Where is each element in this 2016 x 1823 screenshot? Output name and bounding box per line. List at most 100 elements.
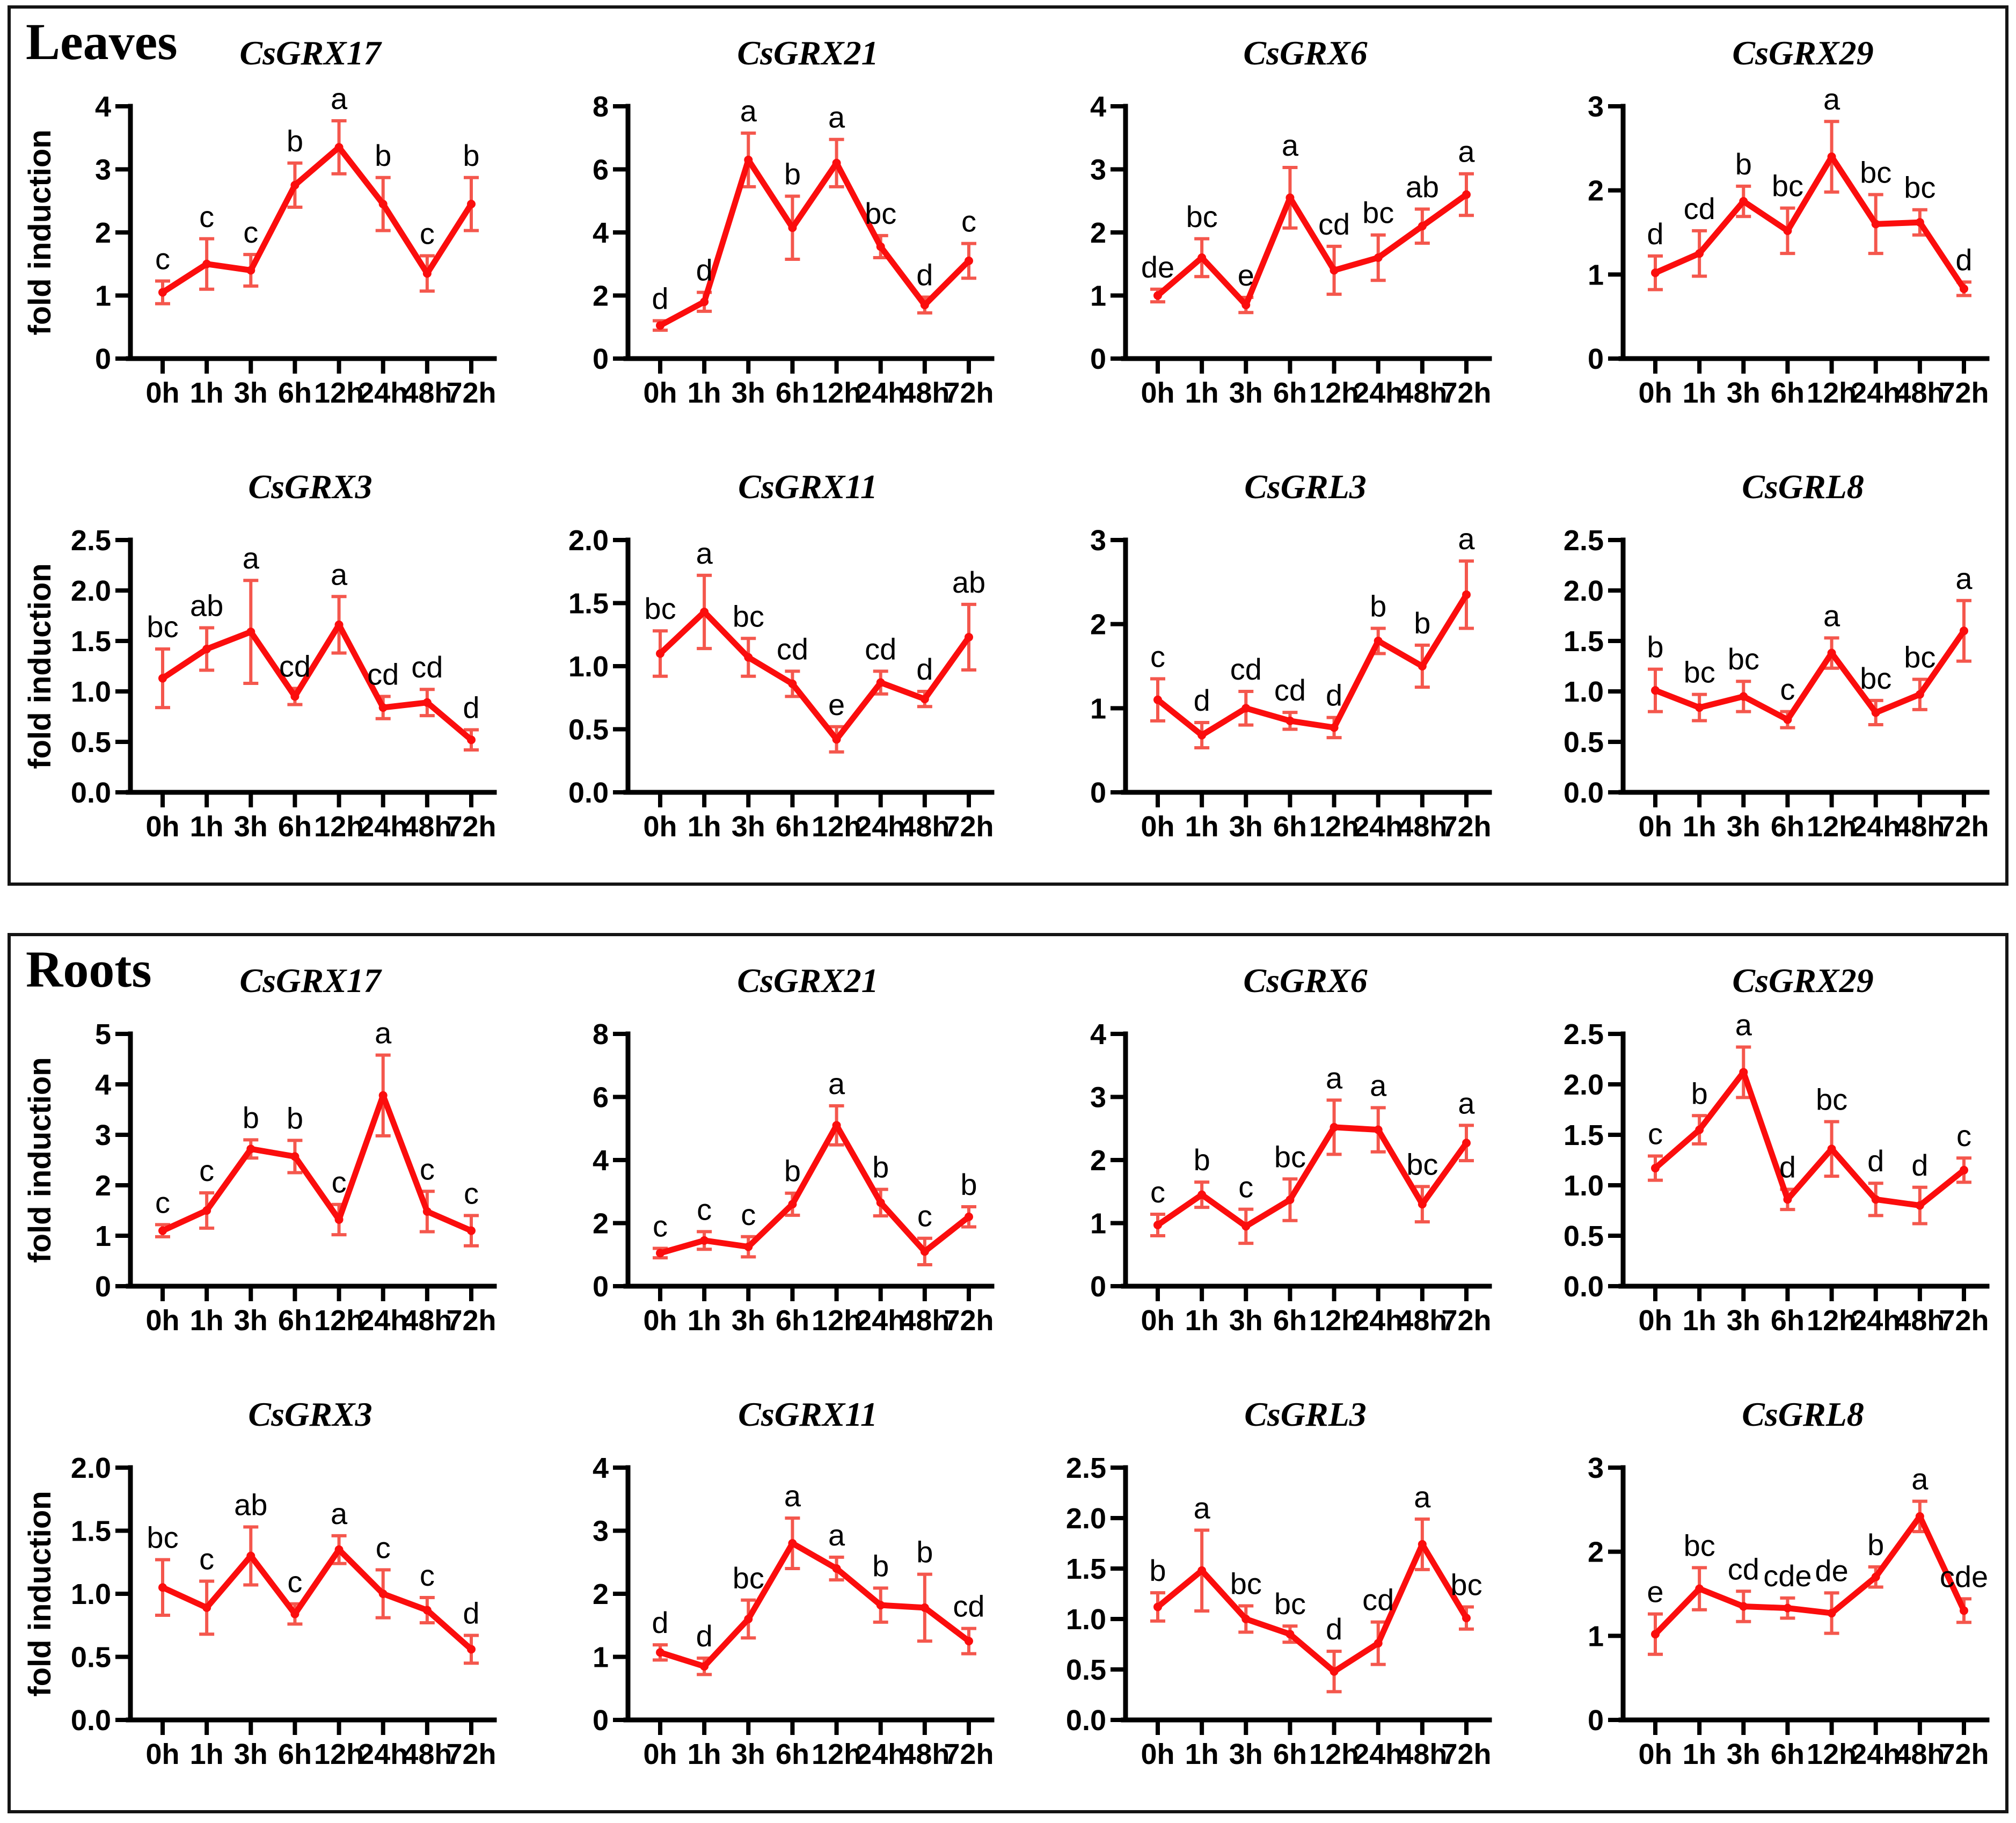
significance-letter: c (331, 1165, 346, 1199)
significance-letter: c (199, 1542, 214, 1576)
x-tick-label: 12h (1807, 377, 1857, 409)
significance-letter: bc (1274, 1140, 1305, 1173)
significance-letter: bc (732, 599, 764, 633)
x-tick-label: 12h (314, 1304, 364, 1337)
x-tick-label: 72h (1441, 1738, 1491, 1770)
data-points (1153, 1540, 1471, 1676)
significance-letter: b (916, 1535, 933, 1569)
significance-letter: a (1735, 1008, 1752, 1041)
data-line (159, 1092, 474, 1234)
chart-title: CsGRX29 (1732, 961, 1873, 1000)
x-tick-label: 3h (1229, 811, 1262, 843)
chart-title: CsGRX29 (1732, 34, 1873, 72)
x-tick-label: 1h (189, 377, 223, 409)
x-tick-label: 72h (1939, 377, 1989, 409)
significance-letter: a (330, 1497, 347, 1530)
significance-letter: cd (1318, 207, 1349, 241)
y-tick-label: 2 (592, 1208, 608, 1240)
significance-letter: d (463, 690, 479, 724)
y-tick-label: 0.5 (70, 726, 111, 759)
y-tick-label: 1.5 (70, 1515, 111, 1548)
y-tick-label: 0 (1587, 343, 1603, 375)
y-tick-label: 3 (1090, 524, 1106, 557)
chart-title: CsGRX21 (737, 34, 878, 72)
error-bars (652, 1516, 976, 1676)
x-tick-label: 24h (358, 811, 408, 843)
significance-letter: bc (1683, 1528, 1715, 1562)
chart-cell: CsGRX17 0 1 2 3 4 0h 1h 3h 6h 12h 24h 48h 72h fold ind… (15, 15, 509, 439)
x-tick-label: 1h (1682, 811, 1716, 843)
data-points (1650, 626, 1968, 724)
x-tick-label: 72h (446, 1738, 496, 1770)
significance-letter: c (653, 1209, 668, 1243)
significance-letter: cd (367, 657, 399, 691)
chart-cell: CsGRX6 0 1 2 3 4 0h 1h 3h 6h 12h 24h 48h 72h c b c bc a a bc… (1010, 943, 1504, 1367)
significance-letter: d (696, 1619, 712, 1653)
data-line (1652, 1513, 1967, 1637)
chart-cell: CsGRX29 0 1 2 3 0h 1h 3h 6h 12h 24h 48h 72h d cd b bc a bc… (1508, 15, 2002, 439)
x-tick-label: 6h (1273, 377, 1306, 409)
y-tick-label: 0.0 (1065, 1704, 1106, 1737)
x-tick-label: 48h (1895, 377, 1945, 409)
x-tick-label: 48h (900, 377, 949, 409)
significance-letter: b (286, 1101, 303, 1135)
significance-letter: b (1370, 589, 1386, 623)
x-tick-label: 12h (314, 1738, 364, 1770)
y-tick-label: 2 (1090, 1144, 1106, 1177)
x-tick-label: 48h (1895, 811, 1945, 843)
axes (612, 1031, 994, 1301)
x-tick-label: 12h (812, 1738, 861, 1770)
significance-letter: cd (865, 632, 896, 666)
chart-grid: CsGRX17 0 1 2 3 4 0h 1h 3h 6h 12h 24h 48h 72h fold ind… (11, 9, 2005, 883)
data-points (1650, 152, 1968, 293)
y-tick-label: 2.0 (1563, 1069, 1603, 1101)
y-axis-title: fold induction (23, 129, 57, 335)
significance-letter: bc (1186, 200, 1217, 234)
significance-letter: d (1647, 217, 1663, 251)
x-tick-label: 3h (731, 1304, 765, 1337)
x-tick-label: 0h (643, 1304, 677, 1337)
x-tick-label: 1h (189, 811, 223, 843)
significance-letter: bc (1683, 655, 1715, 689)
y-tick-label: 1 (1090, 692, 1106, 725)
significance-letter: d (652, 282, 668, 316)
x-tick-label: 3h (731, 377, 765, 409)
x-tick-label: 6h (775, 811, 809, 843)
significance-letter: bc (1860, 661, 1891, 695)
data-points (1153, 1122, 1471, 1231)
y-tick-label: 5 (94, 1018, 111, 1051)
chart-cell: CsGRX6 0 1 2 3 4 0h 1h 3h 6h 12h 24h 48h 72h de bc e a cd b… (1010, 15, 1504, 439)
x-tick-label: 1h (189, 1304, 223, 1337)
x-tick-label: 12h (812, 377, 861, 409)
y-tick-label: 2.5 (70, 524, 111, 557)
y-tick-label: 0 (592, 1704, 608, 1737)
x-tick-label: 48h (402, 811, 452, 843)
significance-letter: c (961, 205, 976, 238)
error-bars (1647, 599, 1971, 730)
chart-cell: CsGRX3 0.0 0.5 1.0 1.5 2.0 0h 1h 3h 6h 12h 24h 48h 72… (15, 1376, 509, 1800)
y-tick-label: 2.0 (70, 575, 111, 607)
significance-letter: bc (644, 592, 676, 625)
y-tick-label: 2.0 (568, 524, 608, 557)
x-tick-label: 3h (233, 377, 267, 409)
data-points (1650, 1512, 1968, 1639)
chart-cell: CsGRX21 0 2 4 6 8 0h 1h 3h 6h 12h 24h 48h 72h d d a b a bc d… (513, 15, 1006, 439)
data-line (1155, 1541, 1469, 1675)
significance-letter: ab (1405, 170, 1438, 204)
significance-letter: bc (1274, 1587, 1305, 1621)
x-tick-label: 48h (1397, 377, 1447, 409)
y-tick-label: 0 (94, 1271, 111, 1303)
y-tick-label: 1.0 (1065, 1603, 1106, 1636)
x-tick-label: 3h (731, 1738, 765, 1770)
x-tick-label: 72h (944, 1738, 994, 1770)
significance-letter: d (1193, 683, 1210, 717)
x-tick-label: 24h (1851, 1738, 1901, 1770)
x-tick-label: 6h (277, 1304, 311, 1337)
y-tick-label: 0 (592, 343, 608, 375)
chart-title: CsGRL8 (1742, 1395, 1864, 1433)
significance-letter: cd (1683, 192, 1715, 225)
